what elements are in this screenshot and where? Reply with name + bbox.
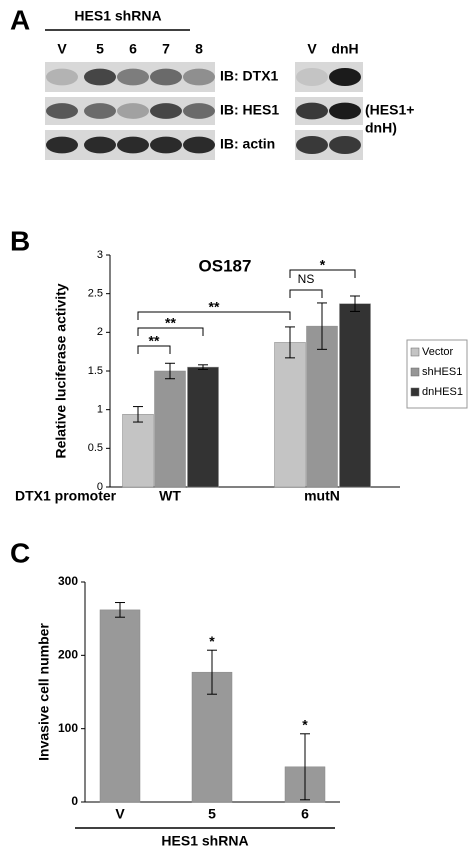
legend-swatch (410, 367, 420, 377)
lane-label: dnH (331, 41, 358, 57)
x-axis-label: DTX1 promoter (15, 488, 117, 504)
y-tick-label: 0 (71, 794, 78, 808)
blot-row-label: IB: HES1 (220, 102, 279, 118)
y-tick-label: 100 (58, 721, 78, 735)
chart-title: OS187 (199, 256, 252, 275)
error-bar (317, 302, 327, 350)
y-tick-label: 2.5 (88, 288, 103, 300)
significance-bracket (137, 345, 171, 354)
legend-label: shHES1 (422, 366, 462, 378)
x-tick-label: WT (159, 488, 181, 504)
annotation: ** (149, 333, 160, 349)
band (296, 102, 328, 120)
blot-row-label: IB: actin (220, 136, 275, 152)
significance-bracket (289, 269, 356, 278)
bar (99, 609, 141, 803)
lane-label: 8 (195, 41, 203, 57)
band (150, 136, 182, 154)
band (183, 136, 215, 154)
bar (154, 370, 186, 488)
band (117, 68, 149, 86)
band (296, 68, 328, 86)
band (46, 103, 78, 119)
significance-bracket (137, 311, 291, 320)
lane-label: 6 (129, 41, 137, 57)
error-bar (133, 406, 143, 423)
lane-label: 5 (96, 41, 104, 57)
annotation: ** (209, 299, 220, 315)
panel-label: A (10, 4, 30, 35)
x-tick-label: V (115, 806, 125, 822)
band (84, 68, 116, 86)
band (117, 136, 149, 154)
annotation: * (209, 633, 215, 649)
legend-swatch (410, 387, 420, 397)
y-tick-label: 1 (97, 404, 103, 416)
error-bar (207, 649, 217, 695)
error-bar (165, 362, 175, 380)
band (183, 103, 215, 119)
y-axis-label: Invasive cell number (36, 623, 52, 761)
band (84, 136, 116, 154)
band (183, 68, 215, 86)
blot-note: dnH) (365, 120, 397, 136)
band (46, 68, 78, 86)
annotation: ** (165, 315, 176, 331)
error-bar (350, 295, 360, 312)
legend-label: dnHES1 (422, 386, 463, 398)
legend-label: Vector (422, 346, 454, 358)
band (46, 136, 78, 154)
y-tick-label: 2 (97, 326, 103, 338)
band (329, 136, 361, 154)
error-bar (300, 733, 310, 801)
significance-bracket (289, 289, 323, 298)
error-bar (198, 364, 208, 370)
band (296, 136, 328, 154)
bar (306, 325, 338, 488)
y-tick-label: 3 (97, 249, 103, 261)
error-bar (115, 602, 125, 618)
annotation: * (302, 717, 308, 733)
x-tick-label: 6 (301, 806, 309, 822)
bar (339, 303, 371, 488)
legend-swatch (410, 347, 420, 357)
y-tick-label: 1.5 (88, 365, 103, 377)
bar (274, 342, 306, 488)
panel-label: B (10, 225, 30, 256)
x-tick-label: 5 (208, 806, 216, 822)
y-axis-label: Relative luciferase activity (53, 283, 69, 458)
band (150, 68, 182, 86)
band (117, 103, 149, 119)
panel-label: C (10, 537, 30, 568)
blot-title: HES1 shRNA (74, 8, 161, 24)
significance-bracket (137, 327, 204, 336)
band (84, 103, 116, 119)
x-tick-label: mutN (304, 488, 340, 504)
bar (122, 414, 154, 488)
band (329, 68, 361, 86)
lane-label: 7 (162, 41, 170, 57)
x-axis-label: HES1 shRNA (161, 833, 248, 849)
annotation: NS (298, 272, 315, 286)
blot-row-label: IB: DTX1 (220, 68, 279, 84)
error-bar (285, 326, 295, 359)
lane-label: V (57, 41, 67, 57)
annotation: * (320, 257, 326, 273)
y-tick-label: 200 (58, 648, 78, 662)
lane-label: V (307, 41, 317, 57)
y-tick-label: 300 (58, 574, 78, 588)
y-tick-label: 0 (97, 481, 103, 493)
band (329, 102, 361, 120)
y-tick-label: 0.5 (88, 442, 103, 454)
bar (187, 366, 219, 488)
band (150, 103, 182, 119)
blot-note: (HES1+ (365, 102, 414, 118)
